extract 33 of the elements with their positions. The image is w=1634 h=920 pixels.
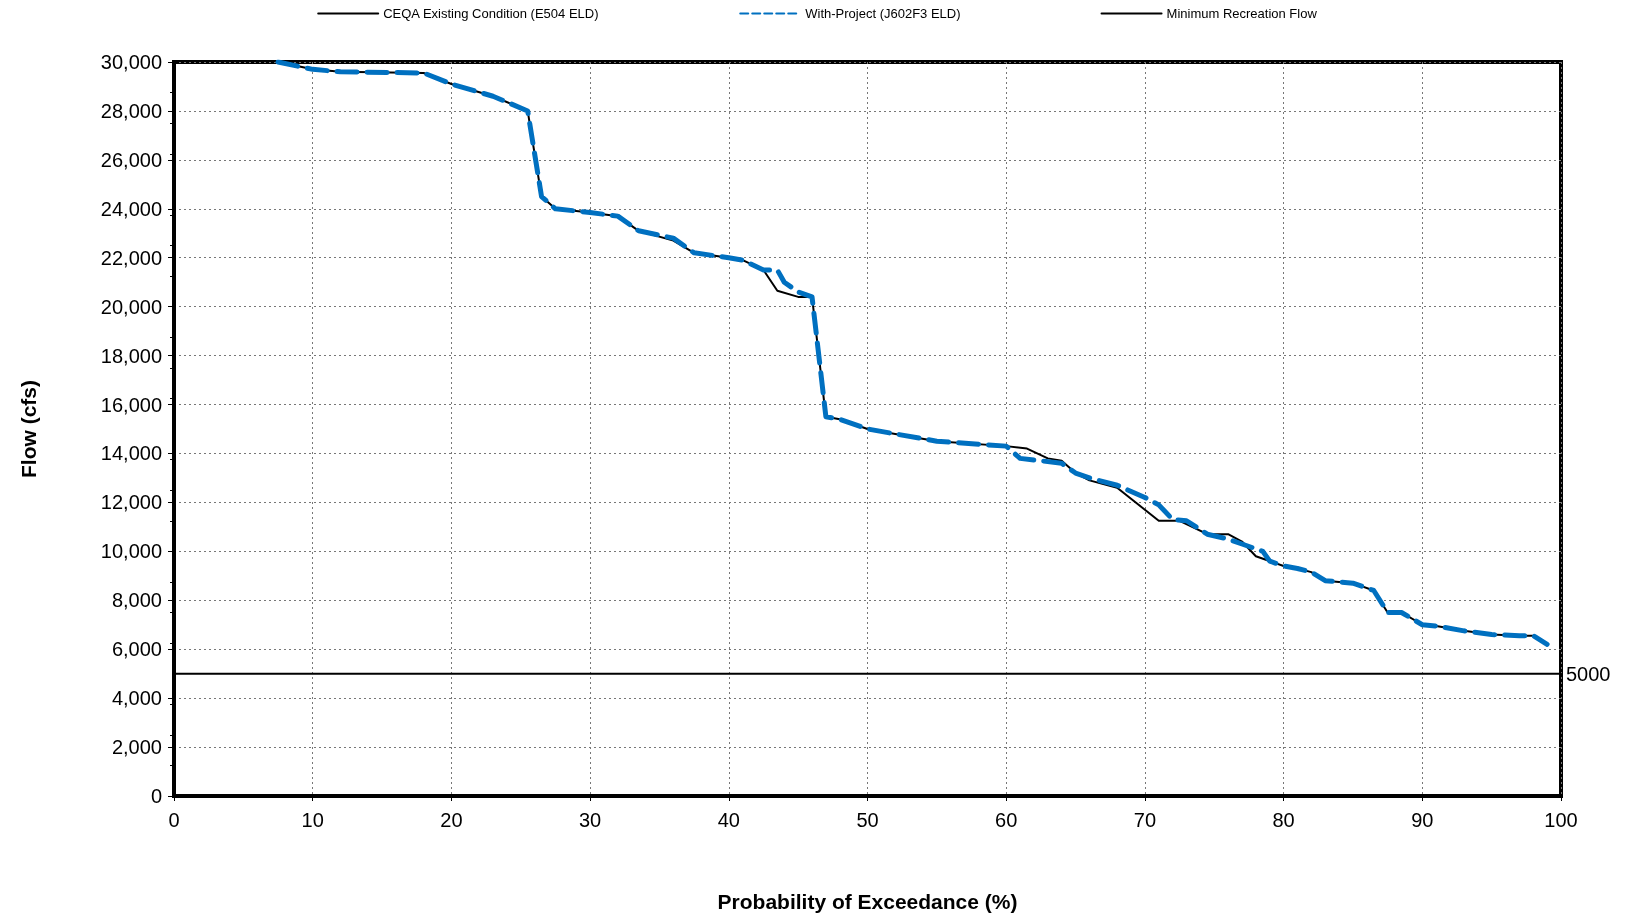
y-tick-label: 6,000 bbox=[111, 638, 162, 661]
x-tick-label: 80 bbox=[1272, 809, 1295, 831]
y-axis-title: Flow (cfs) bbox=[17, 380, 40, 478]
x-tick-label: 60 bbox=[995, 809, 1018, 831]
y-tick-label: 0 bbox=[150, 785, 162, 807]
x-tick-label: 90 bbox=[1411, 809, 1434, 831]
x-tick-label: 40 bbox=[717, 809, 740, 831]
legend-label: Minimum Recreation Flow bbox=[1166, 6, 1318, 21]
y-tick-label: 24,000 bbox=[100, 197, 162, 220]
y-tick-label: 18,000 bbox=[100, 344, 162, 367]
y-tick-label: 16,000 bbox=[100, 393, 162, 416]
x-axis-title: Probability of Exceedance (%) bbox=[717, 890, 1018, 913]
y-tick-label: 28,000 bbox=[100, 99, 162, 122]
y-tick-label: 10,000 bbox=[100, 540, 162, 563]
x-tick-label: 100 bbox=[1544, 809, 1578, 831]
x-tick-label: 20 bbox=[440, 809, 463, 831]
x-tick-label: 50 bbox=[856, 809, 879, 831]
x-tick-label: 10 bbox=[301, 809, 324, 831]
y-tick-label: 20,000 bbox=[100, 295, 162, 318]
legend-label: With-Project (J602F3 ELD) bbox=[805, 6, 961, 21]
y-tick-label: 4,000 bbox=[111, 687, 162, 710]
y-tick-label: 12,000 bbox=[100, 491, 162, 514]
x-tick-label: 70 bbox=[1133, 809, 1157, 831]
y-tick-label: 8,000 bbox=[111, 589, 162, 612]
y-tick-label: 2,000 bbox=[111, 736, 162, 759]
y-tick-label: 26,000 bbox=[100, 148, 162, 171]
y-tick-label: 22,000 bbox=[100, 246, 162, 269]
legend-label: CEQA Existing Condition (E504 ELD) bbox=[383, 6, 599, 21]
x-tick-label: 30 bbox=[578, 809, 602, 831]
y-tick-label: 14,000 bbox=[100, 442, 162, 465]
data-label: 5000 bbox=[1566, 662, 1611, 685]
x-tick-label: 0 bbox=[168, 809, 180, 831]
y-tick-label: 30,000 bbox=[100, 51, 162, 73]
